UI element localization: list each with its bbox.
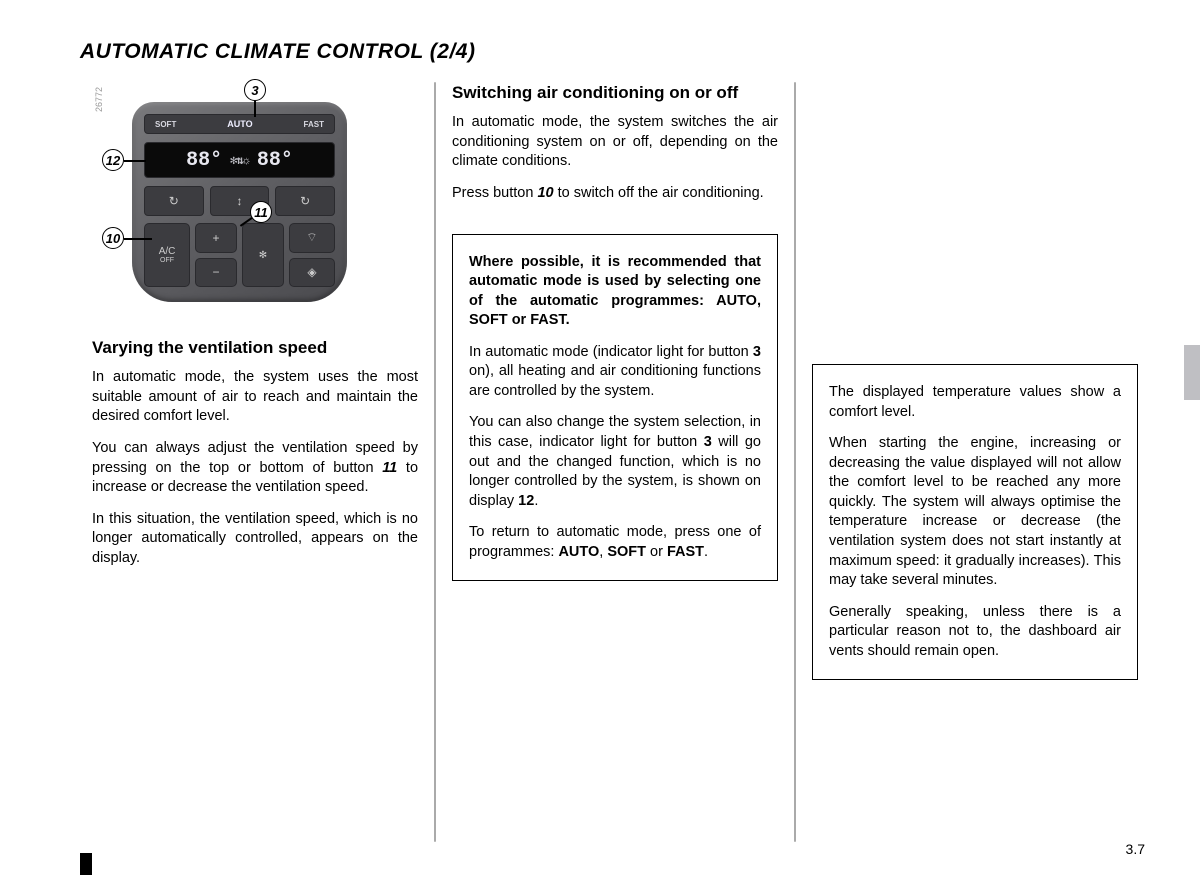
soft-label: SOFT — [155, 120, 176, 129]
callout-line — [254, 101, 256, 117]
lcd-display: 88° ✻⇅☼ 88° — [144, 142, 335, 178]
section-heading: Switching air conditioning on or off — [452, 82, 778, 103]
defrost-icon: ⌔ — [289, 223, 335, 253]
callout-line — [124, 238, 152, 240]
edge-tab — [1184, 345, 1200, 400]
ac-off-button: A/C OFF — [144, 223, 190, 287]
body-text: Where possible, it is recommended that a… — [469, 253, 761, 331]
fan-speed-rocker: + − — [195, 223, 237, 287]
control-panel: SOFT AUTO FAST 88° ✻⇅☼ 88° ↻ ↕ ↻ — [132, 102, 347, 302]
ref-3: 3 — [753, 344, 761, 360]
text-run: . — [704, 544, 708, 560]
callout-10: 10 — [102, 227, 124, 249]
ref-3: 3 — [704, 434, 712, 450]
footer-mark — [80, 853, 92, 875]
body-text: To return to automatic mode, press one o… — [469, 523, 761, 562]
off-label: OFF — [160, 257, 174, 264]
column-separator — [434, 82, 436, 842]
section-heading: Varying the ventilation speed — [92, 337, 418, 358]
info-box: Where possible, it is recommended that a… — [452, 234, 778, 582]
text-run: Press button — [452, 185, 537, 201]
page-number: 3.7 — [1126, 841, 1145, 857]
lcd-right-temp: 88° — [257, 149, 293, 172]
callout-12: 12 — [102, 149, 124, 171]
column-2: Switching air conditioning on or off In … — [440, 82, 790, 842]
ref-11: 11 — [382, 460, 397, 476]
mid-button-row: ↻ ↕ ↻ — [144, 186, 335, 216]
body-text: You can also change the system selection… — [469, 413, 761, 511]
bold-text: AUTO — [558, 544, 599, 560]
bold-text: SOFT — [607, 544, 646, 560]
plus-icon: + — [195, 223, 237, 253]
ref-10: 10 — [537, 185, 553, 201]
recirculation-icon: ↻ — [144, 186, 204, 216]
body-text: In automatic mode (indicator light for b… — [469, 343, 761, 402]
callout-11: 11 — [250, 201, 272, 223]
text-run: to switch off the air conditioning. — [554, 185, 764, 201]
bottom-button-grid: A/C OFF + − ✻ ⌔ ◈ — [144, 223, 335, 287]
callout-line — [124, 160, 146, 162]
title-sub: (2/4) — [430, 40, 476, 63]
body-text: The displayed temperature values show a … — [829, 383, 1121, 422]
text-run: on), all heating and air conditioning fu… — [469, 363, 761, 399]
columns: 26772 3 12 10 11 SOFT AUTO FAST — [80, 82, 1150, 842]
column-separator — [794, 82, 796, 842]
body-text: Press button 10 to switch off the air co… — [452, 184, 778, 204]
body-text: Generally speaking, unless there is a pa… — [829, 603, 1121, 662]
text-run: or — [646, 544, 667, 560]
minus-icon: − — [195, 258, 237, 288]
person-icon: ◈ — [289, 258, 335, 288]
fan-icon: ✻ — [242, 223, 284, 287]
callout-3: 3 — [244, 79, 266, 101]
body-text: In automatic mode, the system uses the m… — [92, 368, 418, 427]
ref-12: 12 — [518, 493, 534, 509]
bold-text: Where possible, it is recommended that a… — [469, 254, 761, 329]
bold-text: FAST — [667, 544, 704, 560]
column-1: 26772 3 12 10 11 SOFT AUTO FAST — [80, 82, 430, 842]
auto-mode-bar: SOFT AUTO FAST — [144, 114, 335, 134]
body-text: When starting the engine, increasing or … — [829, 434, 1121, 591]
climate-panel-diagram: 26772 3 12 10 11 SOFT AUTO FAST — [102, 87, 372, 312]
text-run: In automatic mode (indicator light for b… — [469, 344, 753, 360]
title-main: AUTOMATIC CLIMATE CONTROL — [80, 40, 423, 63]
photo-id: 26772 — [94, 87, 104, 112]
column-3: The displayed temperature values show a … — [800, 82, 1150, 842]
text-run: You can always adjust the ventilation sp… — [92, 440, 418, 476]
auto-label: AUTO — [227, 119, 252, 129]
defrost-rocker: ⌔ ◈ — [289, 223, 335, 287]
ac-label: A/C — [159, 246, 176, 257]
body-text: In this situation, the ventilation speed… — [92, 510, 418, 569]
body-text: In automatic mode, the system switches t… — [452, 113, 778, 172]
body-text: You can always adjust the ventilation sp… — [92, 439, 418, 498]
recirculation-icon: ↻ — [275, 186, 335, 216]
info-box: The displayed temperature values show a … — [812, 364, 1138, 680]
fast-label: FAST — [304, 120, 324, 129]
text-run: . — [534, 493, 538, 509]
lcd-icons: ✻⇅☼ — [230, 153, 249, 168]
page-title: AUTOMATIC CLIMATE CONTROL (2/4) — [80, 40, 1150, 64]
lcd-left-temp: 88° — [186, 149, 222, 172]
